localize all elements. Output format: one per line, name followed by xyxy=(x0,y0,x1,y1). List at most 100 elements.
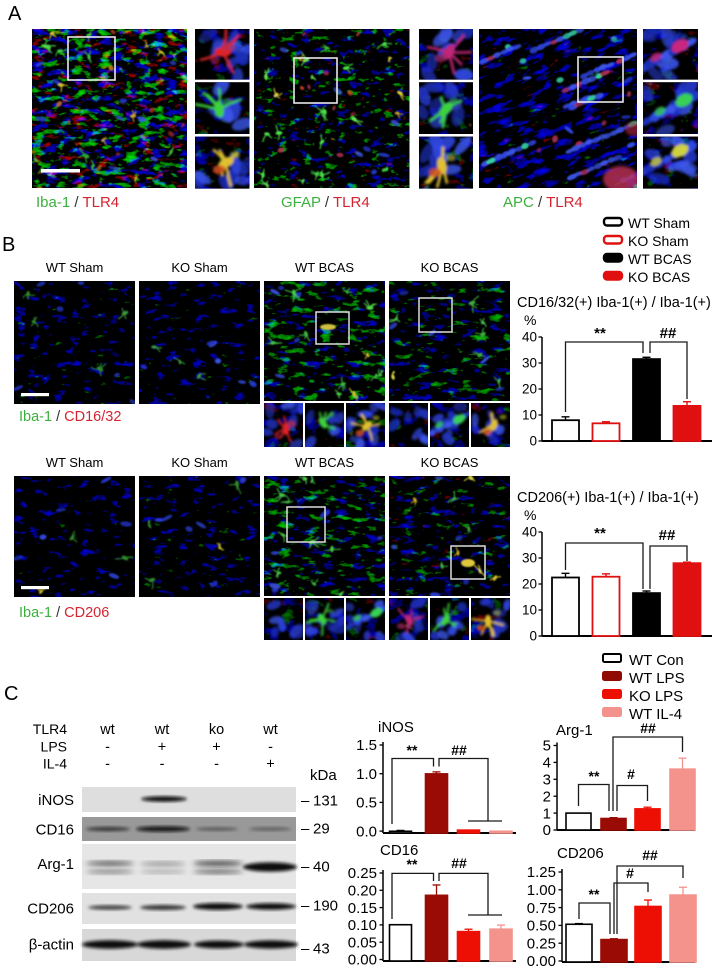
svg-text:CD16: CD16 xyxy=(380,842,418,859)
svg-text:2: 2 xyxy=(543,788,551,805)
svg-text:30: 30 xyxy=(522,551,537,566)
svg-text:–: – xyxy=(301,859,310,876)
svg-text:##: ## xyxy=(659,527,676,544)
svg-text:1.0: 1.0 xyxy=(356,766,377,783)
svg-text:Arg-1: Arg-1 xyxy=(556,722,593,739)
svg-text:%: % xyxy=(524,507,536,523)
svg-text:0.50: 0.50 xyxy=(527,918,556,935)
svg-text:-: - xyxy=(214,757,219,773)
svg-text:Iba-1 / CD16/32: Iba-1 / CD16/32 xyxy=(19,409,121,425)
svg-text:A: A xyxy=(8,3,22,25)
svg-text:0.05: 0.05 xyxy=(348,934,377,951)
svg-text:Iba-1 / CD206: Iba-1 / CD206 xyxy=(19,605,109,621)
svg-text:KO BCAS: KO BCAS xyxy=(421,260,479,275)
svg-text:##: ## xyxy=(640,720,656,736)
svg-text:20: 20 xyxy=(522,577,537,592)
svg-text:#: # xyxy=(627,766,635,782)
svg-text:#: # xyxy=(626,865,634,881)
svg-text:KO LPS: KO LPS xyxy=(629,688,683,705)
svg-text:CD206: CD206 xyxy=(27,901,74,918)
svg-text:wt: wt xyxy=(99,722,115,738)
svg-text:0.20: 0.20 xyxy=(348,883,377,900)
svg-text:–: – xyxy=(301,793,310,810)
svg-text:–: – xyxy=(301,898,310,915)
svg-text:0.0: 0.0 xyxy=(356,823,377,840)
svg-text:##: ## xyxy=(660,325,677,342)
svg-text:ko: ko xyxy=(209,722,224,738)
svg-text:LPS: LPS xyxy=(41,739,67,755)
svg-text:WT Sham: WT Sham xyxy=(46,260,104,275)
svg-text:**: ** xyxy=(407,856,418,872)
svg-text:C: C xyxy=(4,683,18,705)
svg-text:KO Sham: KO Sham xyxy=(628,233,689,249)
svg-text:KO Sham: KO Sham xyxy=(171,260,227,275)
svg-text:B: B xyxy=(2,234,15,256)
svg-text:4: 4 xyxy=(543,755,551,772)
svg-text:APC / TLR4: APC / TLR4 xyxy=(503,194,583,211)
svg-text:–: – xyxy=(301,821,310,838)
svg-text:131: 131 xyxy=(313,793,338,810)
svg-text:10: 10 xyxy=(522,408,537,423)
svg-text:0.00: 0.00 xyxy=(348,952,377,969)
svg-text:CD16: CD16 xyxy=(36,822,74,839)
svg-text:0.75: 0.75 xyxy=(527,900,556,917)
svg-text:kDa: kDa xyxy=(310,767,337,784)
svg-text:WT LPS: WT LPS xyxy=(629,670,685,687)
svg-text:40: 40 xyxy=(313,859,330,876)
svg-text:1.00: 1.00 xyxy=(527,882,556,899)
svg-text:0: 0 xyxy=(543,822,551,839)
svg-text:-: - xyxy=(160,757,165,773)
svg-text:KO BCAS: KO BCAS xyxy=(421,455,479,470)
svg-text:WT BCAS: WT BCAS xyxy=(628,251,692,267)
svg-text:5: 5 xyxy=(543,738,551,755)
svg-text:29: 29 xyxy=(313,821,330,838)
svg-text:3: 3 xyxy=(543,772,551,789)
svg-text:iNOS: iNOS xyxy=(378,719,414,736)
svg-text:Iba-1 / TLR4: Iba-1 / TLR4 xyxy=(36,194,119,211)
svg-text:##: ## xyxy=(642,847,658,863)
svg-text:wt: wt xyxy=(262,722,278,738)
svg-text:iNOS: iNOS xyxy=(38,792,74,809)
svg-text:GFAP / TLR4: GFAP / TLR4 xyxy=(281,194,370,211)
svg-text:+: + xyxy=(266,757,274,773)
svg-text:-: - xyxy=(268,740,273,756)
svg-text:0.5: 0.5 xyxy=(356,795,377,812)
svg-text:0.25: 0.25 xyxy=(348,865,377,882)
svg-text:CD206: CD206 xyxy=(557,845,604,862)
svg-text:**: ** xyxy=(594,525,606,542)
svg-text:0.10: 0.10 xyxy=(348,917,377,934)
svg-text:40: 40 xyxy=(522,525,537,540)
svg-text:0.15: 0.15 xyxy=(348,900,377,917)
svg-text:1: 1 xyxy=(543,805,551,822)
svg-text:WT Con: WT Con xyxy=(629,652,684,669)
svg-text:10: 10 xyxy=(522,603,537,618)
svg-text:+: + xyxy=(212,740,220,756)
svg-text:WT Sham: WT Sham xyxy=(46,455,104,470)
svg-text:WT IL-4: WT IL-4 xyxy=(629,706,682,723)
svg-text:WT Sham: WT Sham xyxy=(628,215,690,231)
svg-text:-: - xyxy=(105,740,110,756)
svg-text:**: ** xyxy=(589,768,600,784)
svg-text:CD16/32(+) Iba-1(+) / Iba-1(+): CD16/32(+) Iba-1(+) / Iba-1(+) xyxy=(517,295,711,311)
svg-text:IL-4: IL-4 xyxy=(43,756,67,772)
svg-text:β-actin: β-actin xyxy=(29,937,74,954)
svg-text:wt: wt xyxy=(154,722,170,738)
svg-text:0: 0 xyxy=(529,434,537,449)
svg-text:+: + xyxy=(158,740,166,756)
svg-text:1.25: 1.25 xyxy=(527,864,556,881)
svg-text:CD206(+) Iba-1(+) / Iba-1(+): CD206(+) Iba-1(+) / Iba-1(+) xyxy=(517,490,699,506)
svg-text:WT BCAS: WT BCAS xyxy=(295,260,354,275)
svg-text:40: 40 xyxy=(522,330,537,345)
svg-text:**: ** xyxy=(407,742,418,758)
svg-text:%: % xyxy=(524,312,536,328)
svg-text:WT BCAS: WT BCAS xyxy=(295,455,354,470)
svg-text:–: – xyxy=(301,941,310,958)
svg-text:43: 43 xyxy=(313,941,330,958)
svg-text:0.25: 0.25 xyxy=(527,935,556,952)
svg-text:##: ## xyxy=(451,742,467,758)
svg-text:**: ** xyxy=(589,886,600,902)
svg-text:##: ## xyxy=(451,855,467,871)
svg-text:KO BCAS: KO BCAS xyxy=(628,269,690,285)
svg-text:KO Sham: KO Sham xyxy=(171,455,227,470)
svg-text:**: ** xyxy=(594,325,606,342)
